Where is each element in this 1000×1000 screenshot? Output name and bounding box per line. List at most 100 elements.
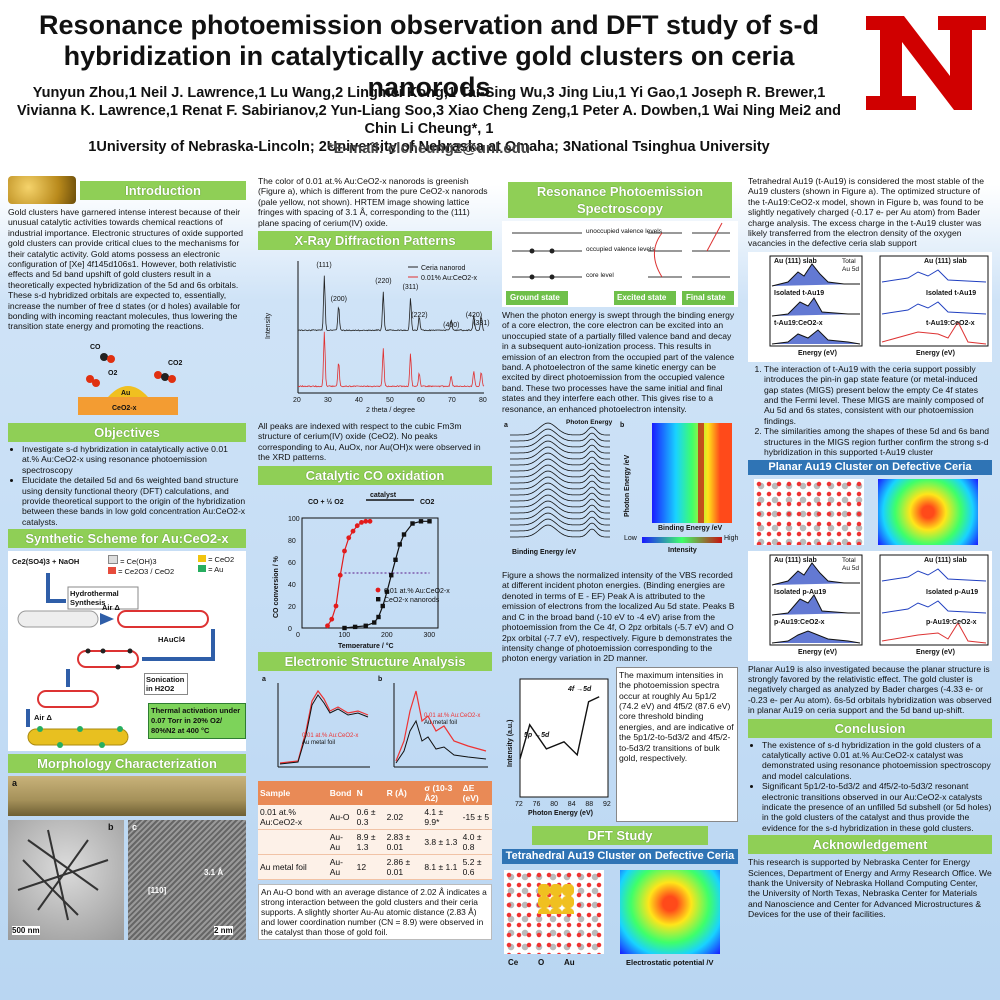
col-header: R (Å) [385,781,423,805]
dos-slab: Au (111) slab [774,258,817,265]
y-tick-label: 20 [288,604,296,611]
column-1: Introduction Gold clusters have garnered… [8,176,246,942]
step-air1: Air Δ [102,603,120,612]
potential-label: Electrostatic potential /V [626,958,714,967]
resonance-text: The maximum intensities in the photoemis… [616,667,738,822]
objectives-heading: Objectives [8,423,246,442]
xrd-heading: X-Ray Diffraction Patterns [258,231,492,250]
table-row: 0.01 at.% Au:CeO2-x Au-O 0.6 ± 0.3 2.02 … [258,805,492,830]
dos-isolated-t: Isolated t-Au19 [774,290,824,297]
col-header: N [355,781,385,805]
peak-label: (400) [443,322,459,329]
legend-foil: Au metal foil [302,740,358,747]
table-cell: 2.83 ± 0.01 [385,829,423,854]
co2-label: CO2 [168,360,183,367]
pdos-slab: Au (111) slab [924,258,967,265]
authors-line: Yunyun Zhou,1 Neil J. Lawrence,1 Lu Wang… [14,84,844,138]
exafs-figures: a b 0.01 at.% Au:CeO2-x Au metal foil 0.… [258,671,492,781]
legend-au: Au [564,958,575,967]
intensity-label: Intensity [668,547,697,554]
support-label: CeO2-x [112,405,137,412]
x-tick-label: 0 [296,632,300,639]
x-tick-label: 200 [381,632,393,639]
x-tick-label: 40 [355,397,363,404]
column-2: The color of 0.01 at.% Au:CeO2-x nanorod… [258,176,492,940]
label-unoccupied: unoccupied valence levels [586,228,662,235]
co-conversion-chart: CO + ½ O2 catalyst CO2 0 100 200 300 0 20 40 60 80 1… [258,488,492,648]
table-cell: 0.01 at.% Au:CeO2-x [258,805,328,830]
x-tick-label: 300 [424,632,436,639]
scale-bar-500nm: 500 nm [12,926,40,935]
map-xlabel: Binding Energy /eV [658,525,722,532]
xanes-legend: 0.01 at.% Au:CeO2-x Au metal foil [302,733,358,747]
svg-text:b: b [378,676,382,683]
table-cell: 5.2 ± 0.6 [461,854,492,879]
objective-item: Investigate s-d hybridization in catalyt… [22,444,246,475]
table-cell: 12 [355,854,385,879]
table-cell: 4.0 ± 0.8 [461,829,492,854]
au-label: Au [121,390,130,397]
t-au19-dos: Au (111) slab Total Au 5d Isolated t-Au1… [748,252,992,362]
x-tick-label: 30 [324,397,332,404]
table-cell: Au-Au [328,829,355,854]
table-cell: 2.86 ± 0.01 [385,854,423,879]
data-point [342,548,347,553]
state-final: Final state [686,293,726,302]
legend-label: 0.01 at.% Au:CeO2-x [384,588,450,595]
vbs-text: Figure a shows the normalized intensity … [502,570,738,664]
dos-xlabel: Energy (eV) [798,350,837,357]
table-cell: Au-Au [328,854,355,879]
pdos-isolated-p: Isolated p-Au19 [926,589,978,596]
equation-left: CO + ½ O2 [308,498,344,506]
pdos-isolated-t: Isolated t-Au19 [926,290,976,297]
peak-label: (420) [466,312,482,319]
table-row: Au-Au 8.9 ± 1.3 2.83 ± 0.01 3.8 ± 1.3 4.… [258,829,492,854]
conclusion-item: Significant 5p1/2-to-5d3/2 and 4f5/2-to-… [762,781,992,833]
data-point [393,557,397,561]
synthesis-heading: Synthetic Scheme for Au:CeO2-x [8,529,246,548]
label-core: core level [586,272,614,279]
peak-label: (311) [403,284,419,291]
university-logo [862,8,990,118]
state-excited: Excited state [617,293,666,302]
photon-energy-label: Photon Energy [566,419,612,426]
map-ylabel: Photon Energy /eV [624,455,631,517]
sample-photo [8,776,246,816]
dos-au5d: Au 5d [842,266,859,273]
panel-label-b: b [108,822,114,832]
planar-structure [754,479,864,545]
hrtem-image [128,820,246,940]
o2-label: O2 [108,370,117,377]
resonance-chart: 72 76 80 84 88 92 Photon Energy (eV) Intensity … [502,667,612,822]
scale-bar-2nm: 2 nm [214,926,233,935]
dos-xlabel: Energy (eV) [798,649,837,656]
y-axis-label: CO conversion / % [273,555,280,618]
x-tick-label: 84 [568,801,576,808]
legend-catalyst: 0.01 at.% Au:CeO2-x [302,733,358,740]
x-tick-label: 100 [339,632,351,639]
xrd-text: All peaks are indexed with respect to th… [258,421,492,463]
data-point [410,521,414,525]
intro-figure: CO O2 CO2 Au CeO2-x [8,335,246,423]
dos-supported-t: t-Au19:CeO2-x [774,320,823,327]
morphology-figures: a b 500 nm c [110] 3.1 Å 2 nm [8,776,246,942]
col-header: Bond [328,781,355,805]
table-cell: 8.1 ± 1.1 [422,854,460,879]
table-cell: 3.8 ± 1.3 [422,829,460,854]
x-tick-label: 80 [550,801,558,808]
transition-4f-label: 4f →5d [567,686,592,693]
y-tick-label: 80 [288,538,296,545]
x-tick-label: 92 [603,801,611,808]
intro-text: Gold clusters have garnered intense inte… [8,207,246,332]
data-point [355,523,360,528]
ft-legend: 0.01 at.% Au:CeO2-x Au metal foil [424,713,480,727]
series-line [298,332,484,387]
data-point [346,535,351,540]
table-cell: 8.9 ± 1.3 [355,829,385,854]
rps-text: When the photon energy is swept through … [502,310,738,414]
legend-foil: Au metal foil [424,720,480,727]
pdos-supported-t: t-Au19:CeO2-x [926,320,975,327]
legend-label: CeO2-x nanorods [384,597,440,604]
col-header: Sample [258,781,328,805]
conclusion-heading: Conclusion [748,719,992,738]
